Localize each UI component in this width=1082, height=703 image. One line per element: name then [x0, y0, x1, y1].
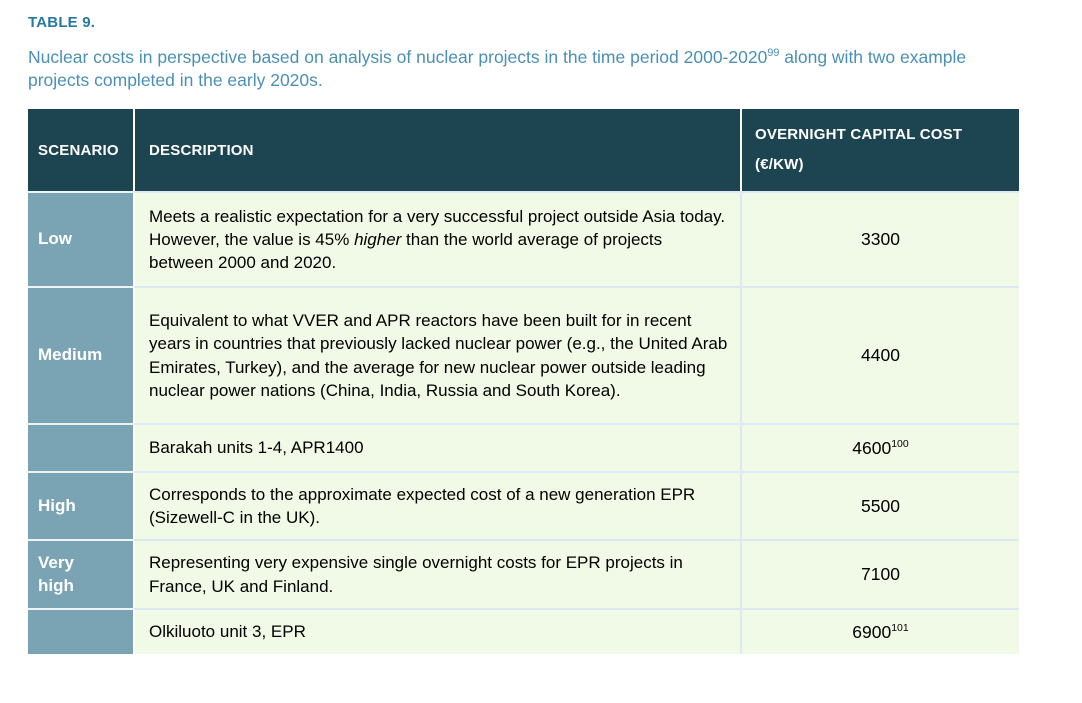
description-text: Barakah units 1-4, APR1400: [149, 438, 364, 458]
table-caption: Nuclear costs in perspective based on an…: [28, 46, 1023, 92]
table-row: High Corresponds to the approximate expec…: [28, 471, 1019, 540]
description-cell: Equivalent to what VVER and APR reactors…: [133, 286, 740, 424]
description-text: Equivalent to what VVER and APR reactors…: [149, 310, 728, 401]
table-row: Barakah units 1-4, APR1400 4600100: [28, 423, 1019, 472]
table-row: Olkiluoto unit 3, EPR 6900101: [28, 608, 1019, 655]
cost-footnote-ref: 101: [891, 621, 909, 634]
scenario-cell: High: [28, 471, 133, 540]
cost-cell: 5500: [740, 471, 1019, 540]
scenario-cell: [28, 608, 133, 655]
nuclear-costs-table: SCENARIO DESCRIPTION OVERNIGHT CAPITAL C…: [28, 109, 1019, 655]
table-label: TABLE 9.: [28, 14, 96, 31]
description-text: Representing very expensive single overn…: [149, 553, 683, 596]
cost-value: 6900: [852, 621, 892, 642]
scenario-cell: Medium: [28, 286, 133, 424]
table-body: Low Meets a realistic expectation for a v…: [28, 191, 1019, 655]
caption-text-after: along with two example projects complete…: [28, 47, 967, 91]
caption-footnote-ref: 99: [767, 47, 780, 60]
header-cost-line1: OVERNIGHT CAPITAL COST: [755, 126, 963, 144]
description-text: Corresponds to the approximate expected …: [149, 484, 696, 528]
cost-value: 5500: [861, 495, 900, 516]
description-text: Olkiluoto unit 3, EPR: [149, 622, 306, 642]
header-overnight-capital-cost: OVERNIGHT CAPITAL COST (€/KW): [740, 109, 1019, 192]
cost-cell: 4400: [740, 286, 1019, 424]
cost-cell: 6900101: [740, 608, 1019, 655]
scenario-cell: Very high: [28, 539, 133, 609]
cost-footnote-ref: 100: [891, 437, 909, 450]
caption-text-before: Nuclear costs in perspective based on an…: [28, 47, 768, 67]
cost-cell: 3300: [740, 191, 1019, 287]
table-row: Medium Equivalent to what VVER and APR re…: [28, 286, 1019, 424]
table-row: Low Meets a realistic expectation for a v…: [28, 191, 1019, 287]
description-emphasis: higher: [354, 229, 402, 249]
description-text: than the world average of projects betwe…: [149, 229, 663, 273]
description-cell: Representing very expensive single overn…: [133, 539, 740, 609]
description-cell: Olkiluoto unit 3, EPR: [133, 608, 740, 655]
scenario-cell: Low: [28, 191, 133, 287]
scenario-cell: [28, 423, 133, 472]
header-scenario: SCENARIO: [28, 109, 133, 192]
description-text: Meets a realistic expectation for a very…: [149, 206, 726, 249]
cost-value: 3300: [861, 229, 900, 250]
cost-value: 4400: [861, 345, 900, 366]
description-cell: Barakah units 1-4, APR1400: [133, 423, 740, 472]
description-cell: Corresponds to the approximate expected …: [133, 471, 740, 540]
description-cell: Meets a realistic expectation for a very…: [133, 191, 740, 287]
cost-value: 7100: [861, 564, 900, 585]
header-row: SCENARIO DESCRIPTION OVERNIGHT CAPITAL C…: [28, 109, 1019, 192]
table-header: SCENARIO DESCRIPTION OVERNIGHT CAPITAL C…: [28, 109, 1019, 192]
cost-cell: 7100: [740, 539, 1019, 609]
cost-value: 4600: [852, 437, 892, 458]
document-page: TABLE 9. Nuclear costs in perspective ba…: [28, 14, 1023, 655]
cost-cell: 4600100: [740, 423, 1019, 472]
header-cost-line2: (€/KW): [755, 156, 804, 174]
table-row: Very high Representing very expensive sin…: [28, 539, 1019, 609]
header-description: DESCRIPTION: [133, 109, 740, 192]
